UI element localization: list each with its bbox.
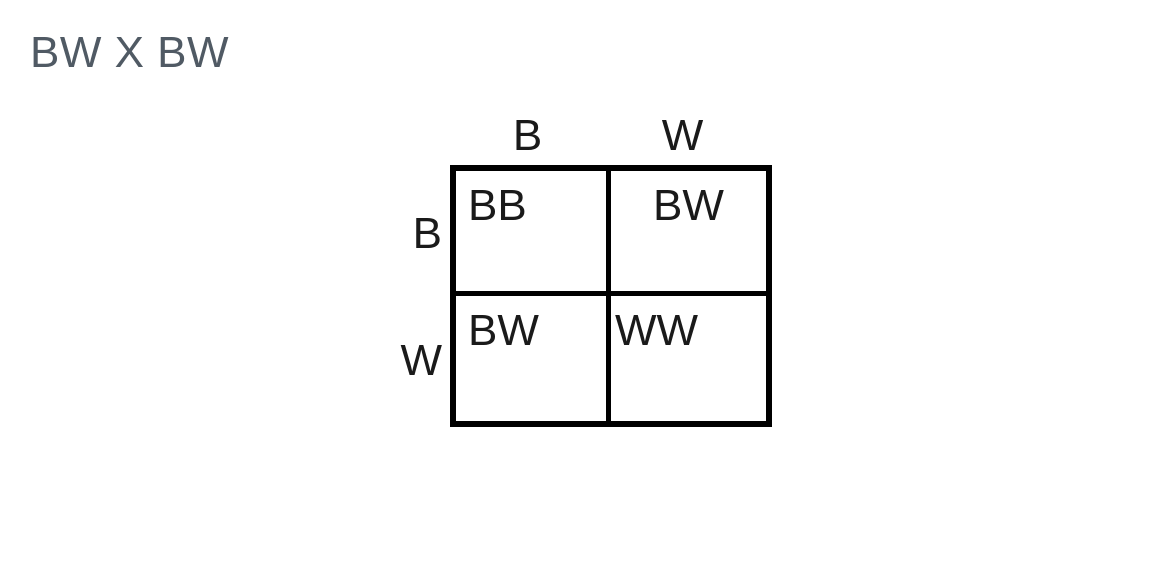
column-headers: B W	[450, 105, 772, 165]
punnett-square: B W B W BB BW BW WW	[405, 105, 772, 427]
col-header-1: W	[605, 105, 760, 165]
cell-0-0: BB	[456, 171, 611, 296]
punnett-grid: BB BW BW WW	[450, 165, 772, 427]
col-header-0: B	[450, 105, 605, 165]
cell-1-1: WW	[611, 296, 766, 421]
cell-0-1: BW	[611, 171, 766, 296]
row-headers: B W	[405, 171, 450, 421]
cell-1-0: BW	[456, 296, 611, 421]
square-body: B W BB BW BW WW	[405, 165, 772, 427]
cross-title: BW X BW	[30, 28, 229, 78]
row-header-0: B	[405, 171, 450, 296]
row-header-1: W	[405, 296, 450, 421]
